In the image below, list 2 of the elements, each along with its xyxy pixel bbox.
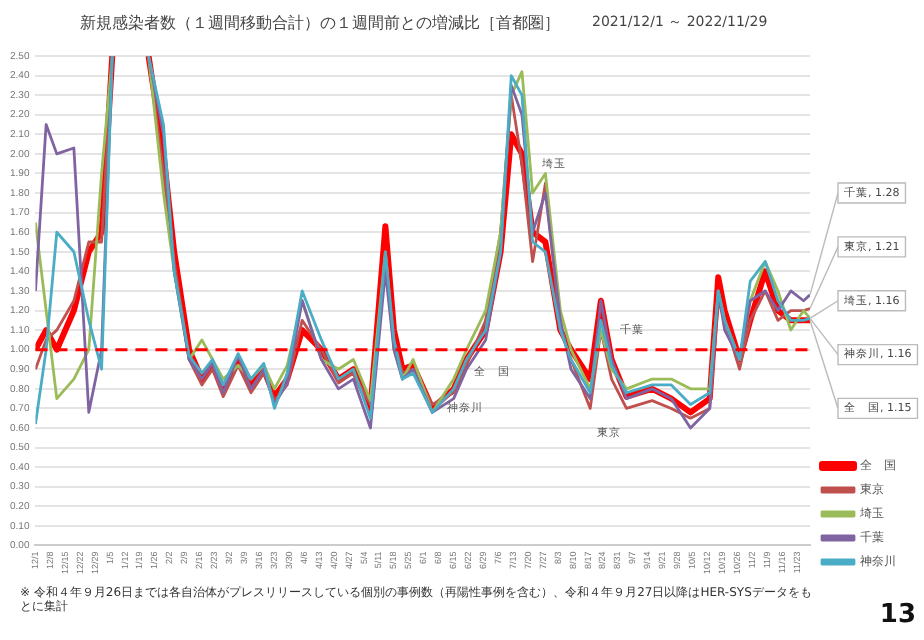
text: 13: [879, 600, 916, 630]
chart-title: 新規感染者数（１週間移動合計）の１週間前との増減比［首都圏］: [80, 11, 560, 33]
